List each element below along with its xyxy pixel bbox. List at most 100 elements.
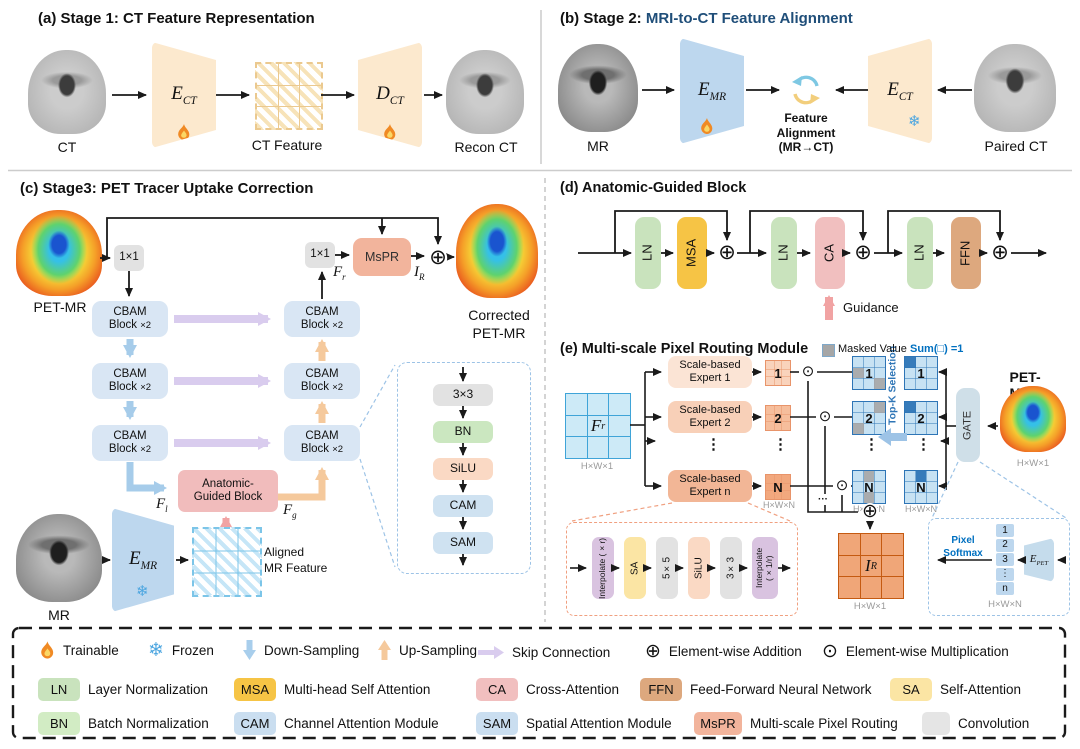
conv3x3-box: 3×3 [433, 384, 493, 406]
aligned-mr-feature-label: Aligned MR Feature [264, 545, 328, 575]
silu-box-e: SiLU [688, 537, 710, 599]
bn-swatch: BN [38, 712, 80, 735]
oplus-icon: ⊕ [645, 641, 661, 662]
conv1x1-box: 1×1 [114, 245, 144, 271]
cbam-detail-box [397, 362, 531, 574]
masked-value-label: Masked Value [838, 343, 907, 355]
legend-ca: CA Cross-Attention [476, 678, 619, 701]
expert-1-box: Scale-based Expert 1 [668, 356, 752, 388]
flame-icon [701, 118, 713, 135]
tile-dim-label: H×W×N [762, 500, 796, 510]
feature-alignment-label: Feature Alignment (MR→CT) [776, 111, 836, 155]
add-op-icon: ⊕ [854, 241, 872, 265]
paired-ct-label: Paired CT [984, 138, 1048, 154]
interpolate-up-box: Interpolate (×r) [592, 537, 614, 599]
interpolate-down-box: Interpolate (×1/r) [752, 537, 778, 599]
ln-box-1: LN [635, 217, 661, 289]
recon-ct-label: Recon CT [454, 139, 518, 155]
legend-sam: SAM Spatial Attention Module [476, 712, 672, 735]
legend-ffn: FFN Feed-Forward Neural Network [640, 678, 872, 701]
ffn-box: FFN [951, 217, 981, 289]
emr-encoder: EMR [680, 38, 744, 144]
msa-box: MSA [677, 217, 707, 289]
cam-box: CAM [433, 495, 493, 517]
emr-label: EMR [128, 547, 158, 572]
aligned-mr-feature-map [192, 527, 262, 597]
dots: ⋮ [916, 436, 931, 453]
ect-label: ECT [171, 82, 197, 107]
emr-label: EMR [697, 78, 727, 103]
selected-grid-2: 2 [904, 401, 938, 435]
legend-mspr: MsPR Multi-scale Pixel Routing [694, 712, 898, 735]
legend-up-sampling: Up-Sampling [378, 640, 477, 660]
petmr-dim-label: H×W×1 [1016, 458, 1050, 469]
snowflake-icon: ❄ [136, 583, 149, 600]
legend-addition: ⊕ Element-wise Addition [645, 641, 802, 662]
masked-grid-1: 1 [852, 356, 886, 390]
topk-selection-label: Top-K Selection [886, 345, 899, 425]
skip-arrow-icon [478, 646, 504, 659]
down-arrow-icon [243, 640, 256, 660]
paired-ct-brain-image [974, 44, 1056, 132]
fg-label: Fg [283, 502, 297, 520]
silu-box: SiLU [433, 458, 493, 480]
dots: ⋮ [706, 436, 721, 453]
flame-icon [178, 124, 190, 141]
sum-label: Sum(□) =1 [910, 343, 964, 355]
legend-convolution: Convolution [922, 712, 1029, 735]
cbam-block-dec2: CBAM Block ×2 [284, 363, 360, 399]
expert-output-tile-n: N [765, 474, 791, 500]
ect-label: ECT [887, 78, 913, 103]
panel-e-title: (e) Multi-scale Pixel Routing Module [560, 341, 809, 357]
legend-multiplication: ⊙ Element-wise Multiplication [822, 641, 1009, 662]
selected-grid-n: N [904, 470, 938, 504]
ect-encoder: ECT [152, 42, 216, 148]
emr-encoder-frozen: EMR ❄ [112, 508, 174, 612]
conv1x1-box2: 1×1 [305, 242, 335, 268]
epet-label: EPET [1029, 552, 1049, 567]
legend-bn: BN Batch Normalization [38, 712, 209, 735]
gate-stack: 1 2 3 ⋮ n [996, 524, 1014, 595]
legend-cam: CAM Channel Attention Module [234, 712, 439, 735]
legend-frozen: ❄ Frozen [148, 640, 214, 661]
cbam-block-dec1: CBAM Block ×2 [284, 301, 360, 337]
masked-value-swatch [822, 344, 835, 357]
gate-detail-dim-label: H×W×N [988, 599, 1022, 610]
guidance-label: Guidance [843, 300, 899, 315]
snowflake-icon: ❄ [148, 640, 164, 661]
mr-label-c: MR [48, 607, 70, 623]
gate-box: GATE [956, 388, 980, 462]
add-op-icon: ⊕ [991, 241, 1009, 265]
corrected-pet-mr-brain-image [456, 204, 538, 298]
fr-label: Fr [333, 264, 346, 282]
sa-box: SA [624, 537, 646, 599]
mr-label: MR [587, 138, 609, 154]
panel-d-title: (d) Anatomic-Guided Block [560, 180, 747, 196]
fl-label: Fl [156, 496, 168, 514]
anatomic-guided-block: Anatomic- Guided Block [178, 470, 278, 512]
legend-ln: LN Layer Normalization [38, 678, 208, 701]
ca-swatch: CA [476, 678, 518, 701]
selected-dim-label: H×W×N [904, 504, 938, 514]
bn-box: BN [433, 421, 493, 443]
flame-icon [384, 124, 396, 141]
legend-down-sampling: Down-Sampling [243, 640, 359, 660]
ln-box-3: LN [907, 217, 933, 289]
dct-label: DCT [376, 82, 404, 107]
panel-c-title: (c) Stage3: PET Tracer Uptake Correction [20, 180, 314, 197]
corrected-label: Corrected PET-MR [468, 307, 530, 342]
ln-swatch: LN [38, 678, 80, 701]
panel-b-title: (b) Stage 2: MRI-to-CT Feature Alignment [560, 10, 853, 27]
dots: ⋮ [864, 436, 879, 453]
mspr-box: MsPR [353, 238, 411, 276]
cbam-block-enc2: CBAM Block ×2 [92, 363, 168, 399]
fr-dim-label: H×W×1 [580, 461, 614, 472]
ln-box-2: LN [771, 217, 797, 289]
add-op-icon: ⊕ [862, 500, 878, 522]
odot-icon: ⊙ [822, 641, 838, 662]
legend-skip-connection: Skip Connection [478, 645, 610, 660]
ffn-swatch: FFN [640, 678, 682, 701]
